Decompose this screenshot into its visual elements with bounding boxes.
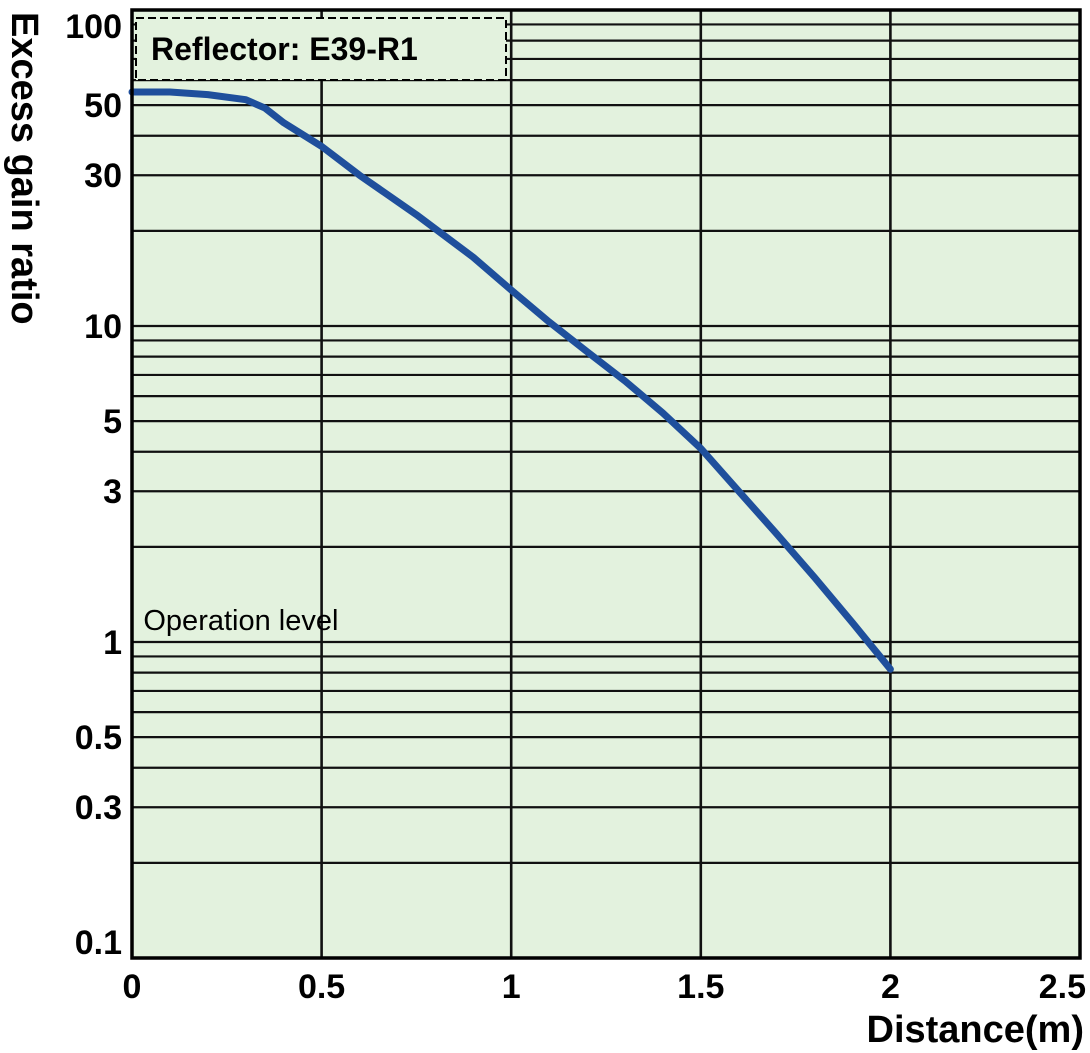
- legend-box: [135, 17, 507, 81]
- y-tick-label: 10: [84, 308, 122, 346]
- y-tick-label: 3: [103, 473, 122, 511]
- x-tick-label: 0.5: [298, 968, 345, 1006]
- y-tick-labels: 0.1 0.3 0.5 1 3 5 10 30 50 100: [65, 8, 122, 962]
- plot-area: [132, 10, 1080, 958]
- y-tick-label: 5: [103, 403, 122, 441]
- plot-frame: [130, 8, 1082, 960]
- x-tick-label: 0: [123, 968, 142, 1006]
- operation-level-label: Operation level: [143, 605, 338, 637]
- y-tick-label: 30: [84, 157, 122, 195]
- y-axis-title: Excess gain ratio: [3, 12, 45, 325]
- x-tick-label: 2: [881, 968, 900, 1006]
- y-tick-label: 0.1: [75, 924, 122, 962]
- x-tick-label: 2.5: [1039, 968, 1086, 1006]
- x-tick-labels: 0 0.5 1 1.5 2 2.5: [123, 968, 1086, 1006]
- series: [128, 88, 894, 673]
- y-tick-label: 100: [65, 8, 122, 46]
- x-tick-label: 1.5: [677, 968, 724, 1006]
- series-line-0: [128, 88, 894, 673]
- y-tick-label: 0.5: [75, 719, 122, 757]
- y-tick-label: 1: [103, 624, 122, 662]
- x-tick-label: 1: [502, 968, 521, 1006]
- x-axis-title: Distance(m): [867, 1009, 1085, 1051]
- legend: Reflector: E39-R1: [135, 17, 507, 81]
- y-tick-label: 0.3: [75, 789, 122, 827]
- legend-label: Reflector: E39-R1: [151, 31, 418, 67]
- grid: [132, 10, 1080, 958]
- y-tick-label: 50: [84, 87, 122, 125]
